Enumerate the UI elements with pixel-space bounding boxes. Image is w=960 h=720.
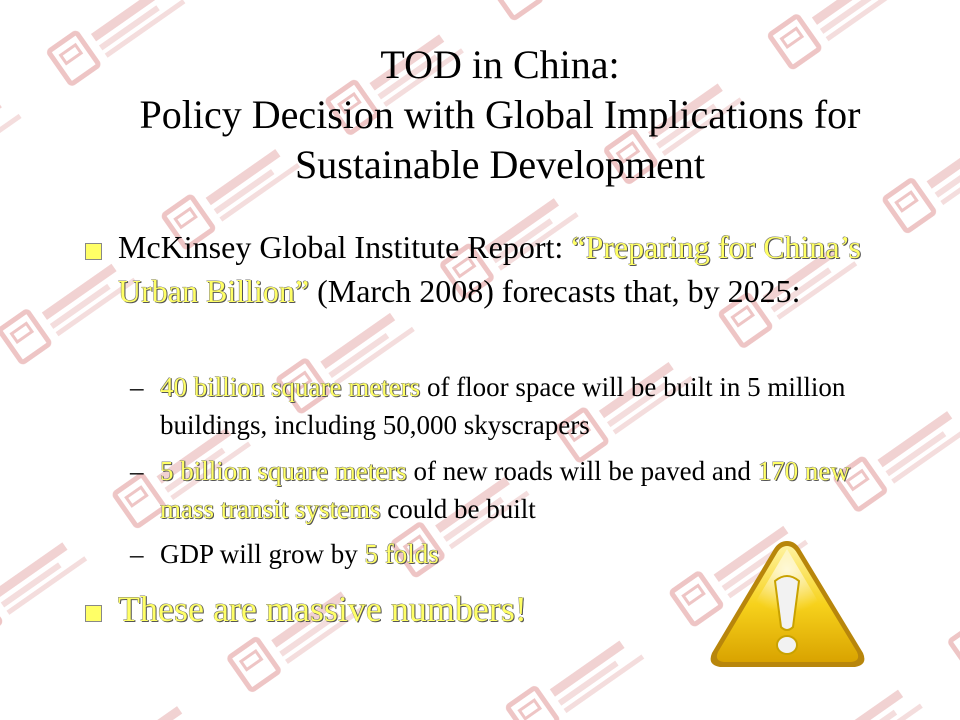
- square-bullet-icon: [85, 605, 102, 622]
- highlight-text: 40 billion square meters: [160, 372, 421, 402]
- subbullet-text: 40 billion square meters of floor space …: [160, 368, 890, 444]
- slide-title: TOD in China: Policy Decision with Globa…: [100, 40, 900, 190]
- dash-marker: –: [130, 456, 144, 486]
- title-line-1: TOD in China:: [380, 42, 620, 87]
- bullet2-text: These are massive numbers!: [118, 589, 527, 629]
- subbullet-text: 5 billion square meters of new roads wil…: [160, 452, 890, 528]
- subbullet-gdp: – GDP will grow by 5 folds: [130, 535, 890, 573]
- square-bullet-icon: [85, 243, 102, 260]
- bullet1-prefix: McKinsey Global Institute Report:: [118, 229, 572, 265]
- bullet-massive-numbers: These are massive numbers!: [85, 585, 915, 633]
- report-title: “Preparing for China’s Urban Billion”: [118, 229, 861, 309]
- bullet1-suffix: (March 2008) forecasts that, by 2025:: [309, 273, 801, 309]
- bullet-mckinsey-report: McKinsey Global Institute Report: “Prepa…: [85, 225, 915, 313]
- body-text-end: could be built: [380, 494, 536, 524]
- highlight-text: 5 folds: [364, 539, 439, 569]
- highlight-text-2: 170 new mass transit systems: [160, 456, 850, 524]
- body-text: of new roads will be paved and: [406, 456, 758, 486]
- subbullet-roads-transit: – 5 billion square meters of new roads w…: [130, 452, 890, 528]
- bullet-text: McKinsey Global Institute Report: “Prepa…: [118, 225, 908, 313]
- body-text: of floor space will be built in 5 millio…: [160, 372, 846, 440]
- subbullet-text: GDP will grow by 5 folds: [160, 535, 890, 573]
- dash-marker: –: [130, 372, 144, 402]
- dash-marker: –: [130, 539, 144, 569]
- body-text: GDP will grow by: [160, 539, 365, 569]
- highlight-text: 5 billion square meters: [160, 456, 407, 486]
- title-line-3: Sustainable Development: [295, 142, 705, 187]
- warning-triangle-icon: [710, 541, 865, 667]
- title-line-2: Policy Decision with Global Implications…: [139, 92, 861, 137]
- subbullet-floor-space: – 40 billion square meters of floor spac…: [130, 368, 890, 444]
